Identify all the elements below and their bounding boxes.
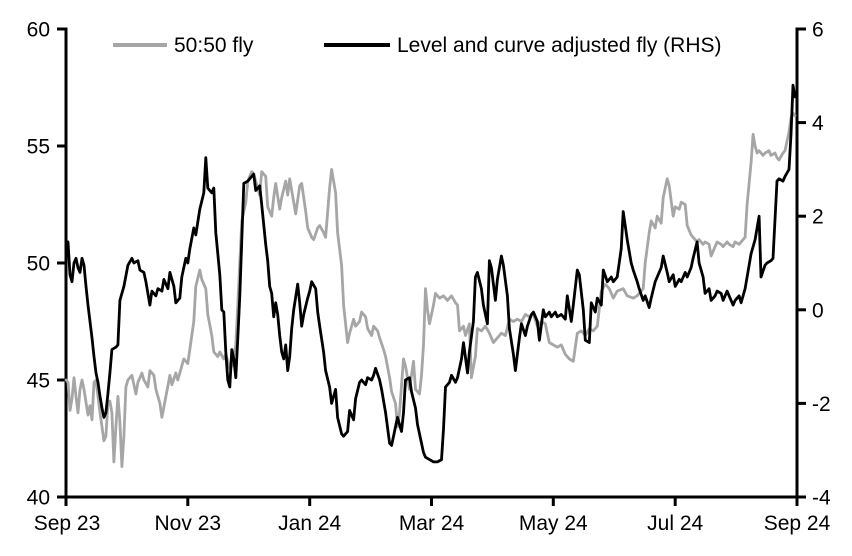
chart-legend: 50:50 fly Level and curve adjusted fly (…	[113, 34, 722, 57]
y-right-tick-label: 6	[812, 19, 824, 42]
x-tick-label: Nov 23	[155, 512, 222, 535]
x-tick-label: May 24	[519, 512, 588, 535]
x-tick-label: Jan 24	[278, 512, 341, 535]
axis-lines	[64, 27, 799, 499]
y-left-tick-label: 60	[27, 19, 50, 42]
x-tick-label: Jul 24	[647, 512, 703, 535]
y-right-tick-label: 2	[812, 206, 824, 229]
legend-label-50-50-fly: 50:50 fly	[174, 34, 254, 57]
series-line-level-curve-adjusted-fly	[64, 83, 797, 464]
x-axis-labels: Sep 23 Nov 23 Jan 24 Mar 24 May 24 Jul 2…	[34, 512, 831, 535]
legend-label-level-curve-adjusted-fly: Level and curve adjusted fly (RHS)	[397, 34, 722, 57]
x-tick-label: Mar 24	[399, 512, 465, 535]
y-right-tick-label: -4	[812, 487, 831, 510]
x-tick-label: Sep 23	[34, 512, 101, 535]
x-tick-label: Sep 24	[764, 512, 831, 535]
y-left-tick-label: 55	[27, 136, 50, 159]
y-left-tick-label: 50	[27, 253, 50, 276]
x-axis-ticks	[64, 497, 799, 506]
right-axis-labels: 6 4 2 0 -2 -4	[812, 19, 831, 510]
y-right-tick-label: 0	[812, 299, 824, 322]
left-axis-ticks	[57, 27, 66, 499]
y-left-tick-label: 45	[27, 370, 50, 393]
plot-series	[64, 83, 797, 469]
y-left-tick-label: 40	[27, 487, 50, 510]
left-axis-labels: 60 55 50 45 40	[27, 19, 50, 510]
y-right-tick-label: 4	[812, 112, 824, 135]
y-right-tick-label: -2	[812, 393, 831, 416]
